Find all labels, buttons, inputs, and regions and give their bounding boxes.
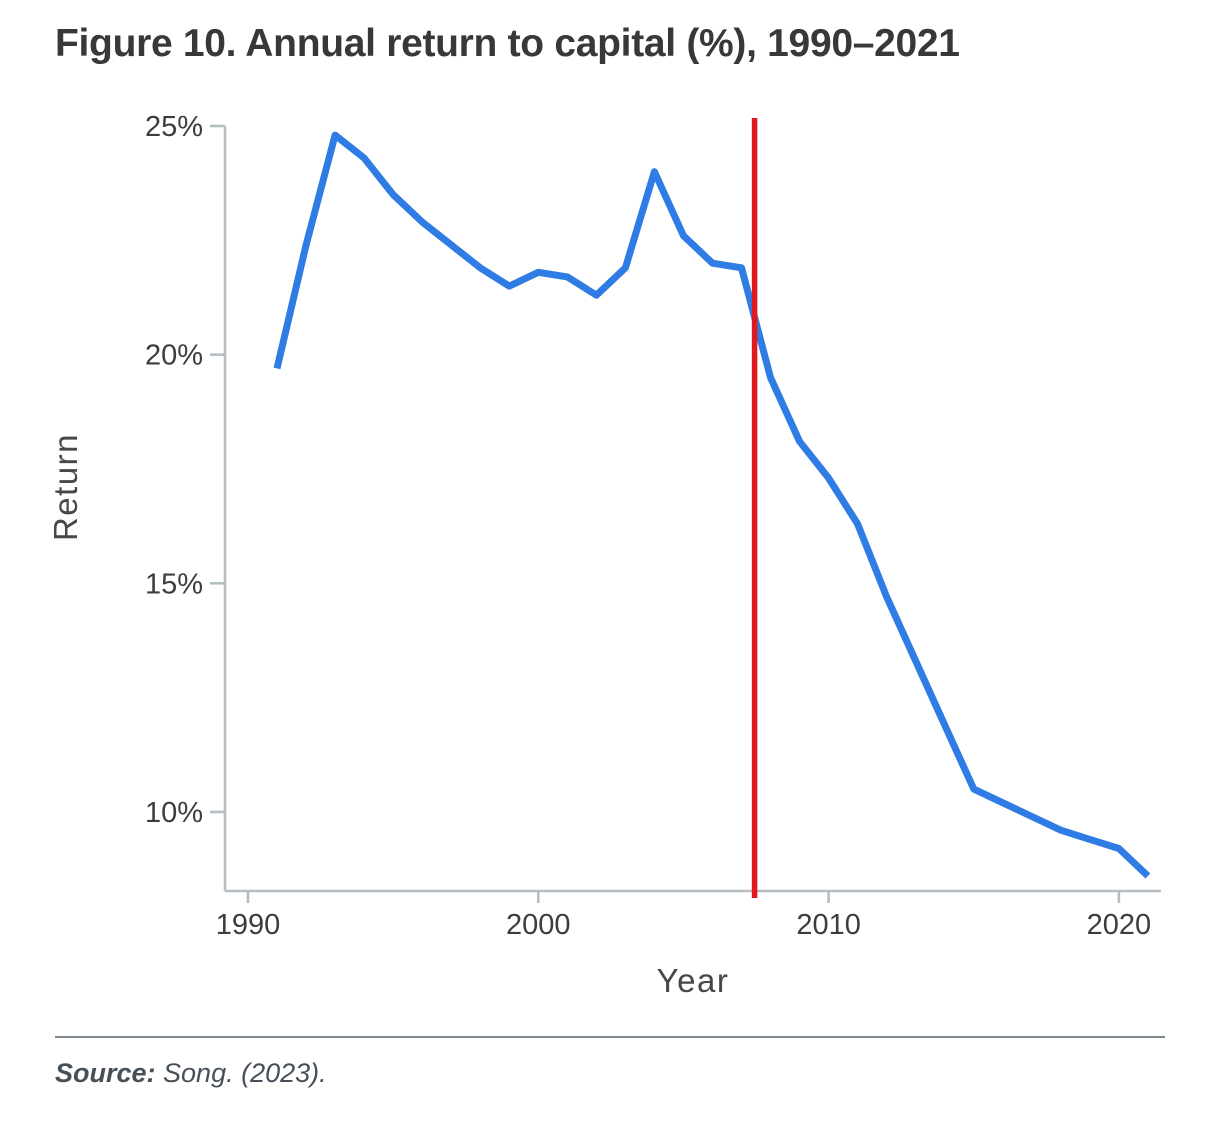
y-tick-label: 10% [145, 797, 203, 829]
x-tick-label: 2020 [1087, 909, 1152, 941]
x-axis-title: Year [657, 962, 730, 999]
y-tick-label: 25% [145, 111, 203, 143]
x-tick-label: 2010 [796, 909, 861, 941]
return-series-line [273, 131, 1151, 879]
figure-title: Figure 10. Annual return to capital (%),… [55, 22, 960, 65]
y-tick-label: 15% [145, 568, 203, 600]
source-citation: Song. (2023). [155, 1058, 327, 1088]
y-axis-title: Return [47, 433, 84, 541]
source-note: Source: Song. (2023). [55, 1058, 327, 1089]
x-tick-label: 2000 [506, 909, 571, 941]
line-chart: 25% 20% 15% 10% 1990 2000 2010 2020 Return Year [47, 111, 1161, 999]
source-divider [55, 1036, 1165, 1038]
source-label: Source: [55, 1058, 156, 1088]
x-tick-label: 1990 [216, 909, 281, 941]
y-tick-label: 20% [145, 340, 203, 372]
